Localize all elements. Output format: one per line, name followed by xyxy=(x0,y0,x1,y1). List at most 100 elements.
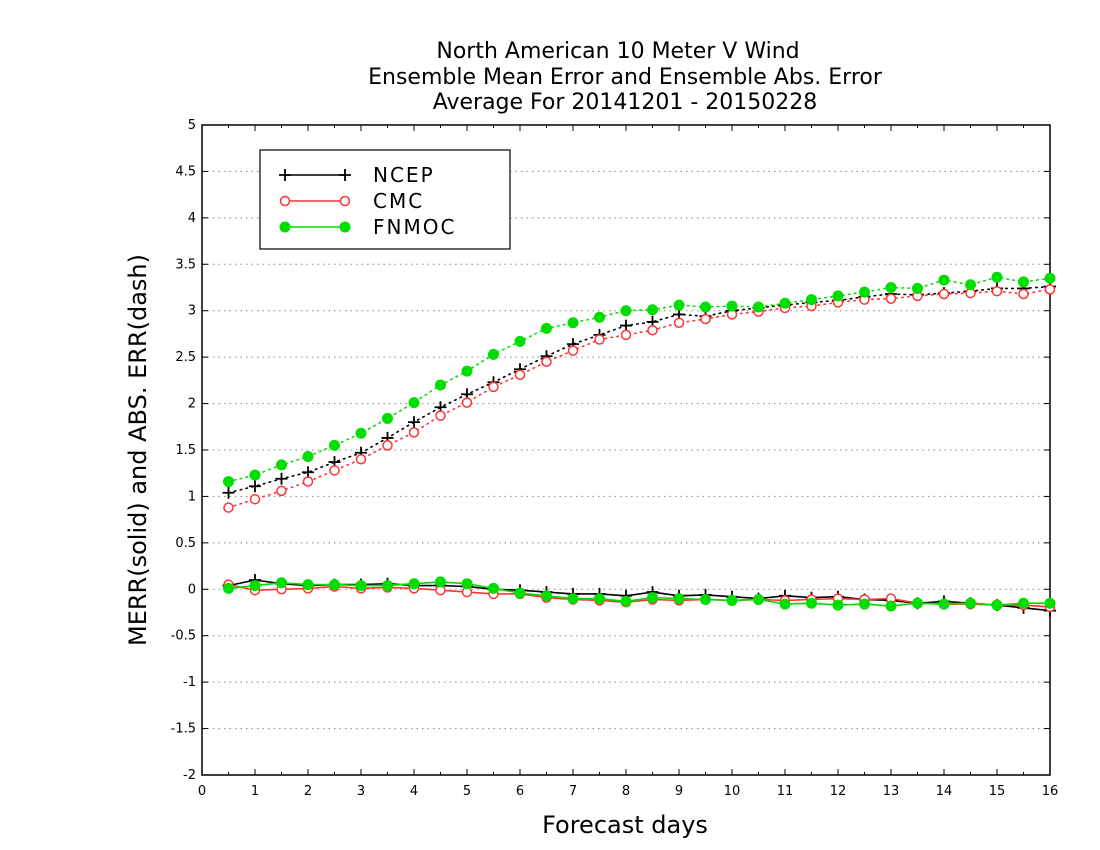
abs-err-point xyxy=(779,297,791,309)
mean-err-point xyxy=(302,579,314,591)
abs-err-point xyxy=(991,285,1003,297)
mean-err-point xyxy=(991,599,1003,611)
abs-err-point xyxy=(514,369,526,381)
abs-err-point xyxy=(222,486,235,499)
abs-err-line-cmc xyxy=(227,288,1051,509)
y-axis-label: MERR(solid) and ABS. ERR(dash) xyxy=(124,254,152,646)
y-tick-label: 5 xyxy=(188,118,196,133)
abs-err-point xyxy=(302,466,314,479)
x-tick-label: 14 xyxy=(936,784,953,799)
series-fnmoc xyxy=(223,271,1056,612)
abs-err-point xyxy=(435,379,446,391)
abs-err-point xyxy=(461,365,473,377)
x-tick-label: 10 xyxy=(724,784,741,799)
abs-err-point xyxy=(408,416,420,429)
abs-err-point xyxy=(1044,272,1056,284)
mean-err-point xyxy=(832,599,844,611)
abs-err-point xyxy=(753,301,764,313)
mean-err-point xyxy=(594,593,605,605)
x-tick-label: 15 xyxy=(989,784,1006,799)
abs-err-point xyxy=(620,319,632,332)
mean-err-point xyxy=(567,593,579,605)
mean-err-point xyxy=(965,597,976,609)
abs-err-point xyxy=(673,317,685,329)
abs-err-point xyxy=(673,299,685,311)
abs-err-point xyxy=(276,459,287,471)
mean-err-point xyxy=(885,600,897,612)
abs-err-point xyxy=(355,454,367,465)
mean-err-point xyxy=(647,592,658,604)
y-tick-label: 3 xyxy=(188,304,196,319)
series-cmc xyxy=(223,284,1056,613)
y-tick-label: 2 xyxy=(188,397,196,412)
abs-err-point xyxy=(832,290,844,302)
abs-err-point xyxy=(594,334,605,345)
y-tick-label: 4.5 xyxy=(175,164,196,179)
abs-err-point xyxy=(700,313,711,325)
y-tick-label: -0.5 xyxy=(171,629,196,644)
abs-err-point xyxy=(1018,288,1029,300)
abs-err-point xyxy=(223,476,234,488)
abs-err-point xyxy=(382,412,393,424)
abs-err-line-fnmoc xyxy=(227,276,1051,483)
legend-marker xyxy=(339,169,351,181)
x-tick-label: 9 xyxy=(675,784,683,799)
abs-err-point xyxy=(249,469,261,481)
x-tick-label: 2 xyxy=(304,784,312,799)
x-tick-label: 0 xyxy=(198,784,206,799)
abs-err-point xyxy=(408,397,420,409)
abs-err-point xyxy=(859,286,870,298)
abs-err-point xyxy=(620,329,632,341)
y-tick-label: 0 xyxy=(188,582,196,597)
abs-err-point xyxy=(620,305,632,317)
abs-err-point xyxy=(912,282,923,294)
x-tick-label: 12 xyxy=(830,784,847,799)
x-tick-label: 1 xyxy=(251,784,259,799)
legend-item-fnmoc: FNMOC xyxy=(279,215,456,239)
abs-err-point xyxy=(938,274,950,286)
mean-err-point xyxy=(329,579,340,591)
legend-box xyxy=(259,149,511,250)
abs-err-point xyxy=(1018,276,1029,288)
x-tick-label: 16 xyxy=(1042,784,1059,799)
abs-err-point xyxy=(275,472,288,485)
legend-marker xyxy=(339,221,351,233)
y-tick-label: 3.5 xyxy=(175,257,196,272)
y-axis: 5 4.5 4 3.5 3 2.5 2 1.5 1 0.5 0 -0.5 -1 -1.5 -2 xyxy=(171,118,1050,783)
mean-err-point xyxy=(726,594,738,606)
abs-err-point xyxy=(355,427,367,439)
abs-err-point xyxy=(249,480,261,493)
legend-item-cmc: CMC xyxy=(279,189,424,213)
legend-marker xyxy=(279,221,291,233)
abs-err-point xyxy=(647,324,658,336)
abs-err-point xyxy=(700,301,711,313)
mean-err-point xyxy=(859,598,870,610)
mean-err-point xyxy=(700,594,711,605)
mean-err-point xyxy=(620,595,632,607)
gridlines xyxy=(202,170,1050,730)
mean-err-point xyxy=(779,598,791,610)
y-tick-label: -1.5 xyxy=(171,722,196,737)
y-tick-label: 1 xyxy=(188,489,196,504)
chart-title: North American 10 Meter V Wind Ensemble … xyxy=(368,39,883,115)
legend-label: CMC xyxy=(373,189,424,213)
mean-err-point xyxy=(1018,597,1029,609)
legend-label: NCEP xyxy=(373,163,435,187)
abs-err-point xyxy=(249,493,261,505)
y-tick-label: 2.5 xyxy=(175,350,196,365)
mean-err-point xyxy=(673,593,685,605)
abs-err-point xyxy=(885,282,897,293)
y-tick-label: 1.5 xyxy=(175,443,196,458)
legend-marker xyxy=(279,195,291,207)
abs-err-point xyxy=(567,345,579,356)
x-tick-label: 11 xyxy=(777,784,794,799)
x-axis-label: Forecast days xyxy=(542,811,708,839)
legend-label: FNMOC xyxy=(373,215,456,239)
abs-err-point xyxy=(806,294,817,306)
legend-marker xyxy=(339,195,351,207)
mean-err-point xyxy=(249,580,261,592)
series-ncep xyxy=(222,280,1056,617)
abs-err-point xyxy=(1044,284,1056,295)
